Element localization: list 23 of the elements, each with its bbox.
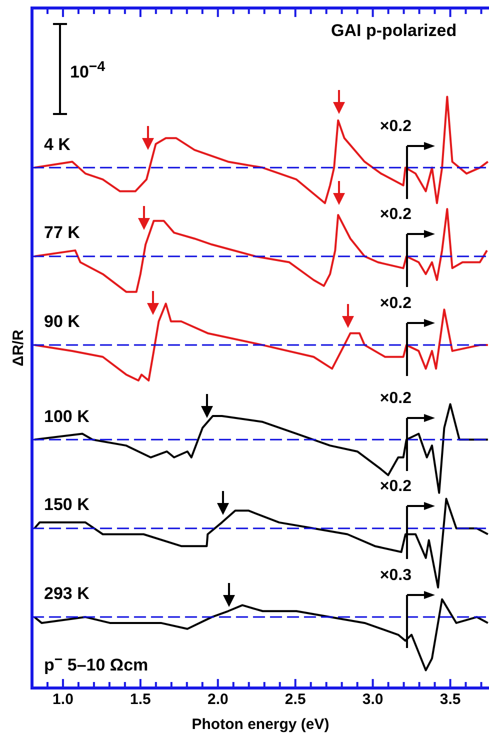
series-label: 90 K xyxy=(44,312,80,332)
x-tick-label: 3.0 xyxy=(362,691,384,708)
y-axis-title: ΔR/R xyxy=(10,330,28,366)
annotation: ×0.2 xyxy=(380,118,412,135)
annotation: p$^{−}$ 5–10 Ωcm xyxy=(44,652,148,675)
annotation: ×0.2 xyxy=(380,478,412,496)
x-tick-label: 3.5 xyxy=(440,691,461,708)
annotation: ×0.2 xyxy=(380,206,412,224)
x-tick-label: 1.5 xyxy=(130,691,151,708)
series-label: 293 K xyxy=(44,584,90,604)
series-label: 150 K xyxy=(44,495,90,514)
annotation: ×0.2 xyxy=(380,295,412,312)
series-label: 4 K xyxy=(44,134,70,154)
series-label: 77 K xyxy=(44,223,80,242)
x-tick-label: 2.0 xyxy=(207,691,228,708)
annotation: ×0.2 xyxy=(380,390,412,407)
annotation: ×0.3 xyxy=(380,567,412,584)
x-tick-label: 2.5 xyxy=(284,691,306,708)
x-axis-title: Photon energy (eV) xyxy=(192,716,330,734)
series-label: 100 K xyxy=(44,406,90,426)
text: GAI p-polarized xyxy=(331,21,457,40)
x-tick-label: 1.0 xyxy=(52,691,74,708)
text: 10$^{−4}$ xyxy=(70,59,106,82)
